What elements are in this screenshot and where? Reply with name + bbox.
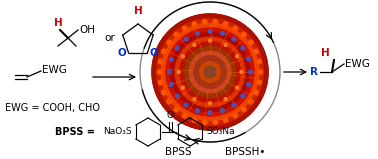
Circle shape: [224, 43, 227, 46]
Circle shape: [174, 107, 178, 112]
Circle shape: [232, 37, 235, 41]
Circle shape: [140, 2, 280, 142]
Text: EWG = COOH, CHO: EWG = COOH, CHO: [5, 103, 100, 113]
Circle shape: [249, 40, 253, 45]
Circle shape: [221, 32, 225, 35]
Circle shape: [224, 98, 227, 101]
Circle shape: [183, 114, 187, 118]
Circle shape: [196, 32, 199, 35]
Circle shape: [181, 86, 184, 89]
Circle shape: [162, 90, 166, 95]
Circle shape: [233, 26, 237, 31]
Circle shape: [204, 66, 216, 78]
Text: R: R: [310, 67, 318, 77]
Circle shape: [180, 42, 240, 102]
Text: BPSS =: BPSS =: [55, 127, 95, 137]
Circle shape: [167, 100, 171, 104]
Circle shape: [167, 70, 171, 74]
Circle shape: [184, 37, 188, 41]
Circle shape: [247, 58, 250, 61]
Circle shape: [203, 120, 207, 124]
Circle shape: [175, 37, 245, 107]
Circle shape: [166, 28, 254, 116]
Circle shape: [184, 103, 188, 107]
Circle shape: [213, 120, 217, 124]
Circle shape: [209, 102, 212, 105]
Circle shape: [203, 65, 217, 79]
Circle shape: [175, 94, 179, 98]
Circle shape: [162, 49, 166, 54]
Text: EWG: EWG: [42, 65, 67, 75]
Circle shape: [257, 59, 262, 64]
Circle shape: [156, 19, 263, 125]
Circle shape: [235, 55, 239, 58]
Text: O: O: [166, 111, 174, 120]
Circle shape: [198, 60, 222, 84]
Circle shape: [194, 56, 226, 88]
Circle shape: [223, 118, 228, 122]
Circle shape: [177, 70, 180, 73]
Circle shape: [258, 70, 263, 74]
Text: BPSS: BPSS: [165, 147, 191, 157]
Circle shape: [223, 22, 228, 26]
Circle shape: [152, 14, 268, 130]
Text: BPSSH•: BPSSH•: [225, 147, 265, 157]
Circle shape: [152, 14, 268, 130]
Circle shape: [233, 114, 237, 118]
Circle shape: [170, 58, 173, 61]
Circle shape: [249, 100, 253, 104]
Circle shape: [257, 80, 262, 85]
Circle shape: [203, 20, 207, 24]
Circle shape: [184, 46, 235, 97]
Circle shape: [175, 46, 179, 50]
Circle shape: [196, 109, 199, 112]
Circle shape: [170, 83, 173, 86]
Circle shape: [183, 26, 187, 31]
Circle shape: [241, 94, 245, 98]
Text: O: O: [118, 48, 127, 58]
Circle shape: [232, 103, 235, 107]
Circle shape: [208, 111, 212, 114]
Text: H: H: [321, 48, 329, 58]
Circle shape: [174, 32, 178, 37]
Text: O: O: [149, 48, 158, 58]
Text: SO₃Na: SO₃Na: [206, 128, 235, 136]
Circle shape: [208, 30, 212, 33]
Circle shape: [213, 20, 217, 24]
Text: or: or: [105, 33, 115, 43]
Text: H: H: [134, 6, 143, 16]
Circle shape: [209, 39, 212, 42]
Circle shape: [240, 70, 243, 73]
Text: EWG: EWG: [345, 59, 370, 69]
Circle shape: [181, 55, 184, 58]
Circle shape: [242, 107, 246, 112]
Circle shape: [221, 109, 225, 112]
Circle shape: [193, 43, 196, 46]
Circle shape: [193, 98, 196, 101]
Circle shape: [158, 59, 163, 64]
Circle shape: [254, 49, 258, 54]
Circle shape: [192, 22, 197, 26]
Circle shape: [200, 62, 220, 82]
Circle shape: [242, 32, 246, 37]
Circle shape: [241, 46, 245, 50]
Circle shape: [158, 80, 163, 85]
Text: OH: OH: [79, 25, 95, 35]
Text: H: H: [54, 18, 62, 28]
Circle shape: [189, 51, 231, 93]
Circle shape: [247, 83, 250, 86]
Circle shape: [167, 40, 171, 45]
Circle shape: [157, 70, 162, 74]
Circle shape: [235, 86, 239, 89]
Circle shape: [170, 33, 249, 111]
Circle shape: [249, 70, 253, 74]
Circle shape: [161, 23, 259, 121]
Circle shape: [192, 118, 197, 122]
Text: NaO₃S: NaO₃S: [103, 128, 132, 136]
Circle shape: [254, 90, 258, 95]
